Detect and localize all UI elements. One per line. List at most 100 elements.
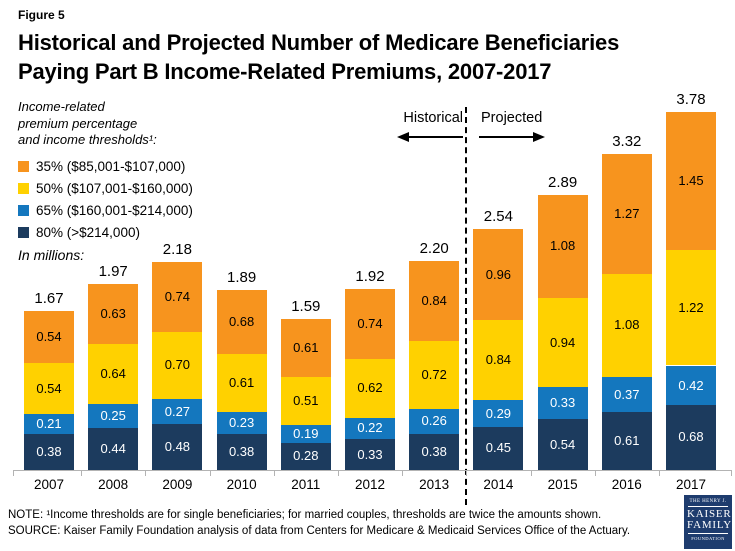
bar-segment-2012-80pct: 0.33 xyxy=(345,438,395,470)
bar-segment-2015-65pct: 0.33 xyxy=(537,387,588,419)
kff-logo-line1: THE HENRY J. xyxy=(688,499,728,507)
bar-segment-2007-65pct: 0.21 xyxy=(24,413,74,434)
page-title-line2: Paying Part B Income-Related Premiums, 2… xyxy=(18,59,552,84)
legend-header-line2: premium percentage xyxy=(18,115,138,131)
legend-item-80pct: 80% (>$214,000) xyxy=(18,222,193,244)
bar-segment-2009-80pct: 0.48 xyxy=(152,424,203,470)
bar-segment-2007-35pct: 0.54 xyxy=(24,311,74,363)
axis-tick xyxy=(594,470,596,476)
legend: Income-related premium percentage and in… xyxy=(18,99,193,263)
legend-swatch-35pct-icon xyxy=(18,161,29,172)
axis-tick xyxy=(658,470,660,476)
historical-projected-divider xyxy=(465,107,467,505)
total-label-2010: 1.89 xyxy=(226,268,257,286)
bar-segment-2017-80pct: 0.68 xyxy=(666,405,716,470)
year-label-2013: 2013 xyxy=(419,477,450,492)
bar-segment-2011-35pct: 0.61 xyxy=(280,318,331,377)
bar-segment-2013-80pct: 0.38 xyxy=(409,433,460,470)
kff-logo: THE HENRY J. KAISER FAMILY FOUNDATION xyxy=(684,495,732,549)
kff-logo-line2: KAISER xyxy=(687,508,732,520)
axis-tick xyxy=(337,470,339,476)
bar-segment-2007-50pct: 0.54 xyxy=(24,362,74,414)
bar-segment-2010-80pct: 0.38 xyxy=(216,433,267,470)
legend-item-label: 80% (>$214,000) xyxy=(36,225,140,240)
legend-item-35pct: 35% ($85,001-$107,000) xyxy=(18,156,193,178)
bar-segment-2014-80pct: 0.45 xyxy=(473,427,524,470)
axis-tick xyxy=(530,470,532,476)
legend-swatch-80pct-icon xyxy=(18,227,29,238)
legend-header: Income-related premium percentage and in… xyxy=(18,99,193,149)
legend-swatch-50pct-icon xyxy=(18,183,29,194)
bar-segment-2015-80pct: 0.54 xyxy=(537,418,588,470)
bar-segment-2008-65pct: 0.25 xyxy=(88,404,139,429)
total-label-2011: 1.59 xyxy=(291,297,321,315)
year-label-2008: 2008 xyxy=(98,477,129,492)
total-label-2013: 2.20 xyxy=(419,240,449,257)
legend-header-line3: and income thresholds¹: xyxy=(18,132,157,147)
year-label-2017: 2017 xyxy=(675,477,707,492)
bar-segment-2015-35pct: 1.08 xyxy=(537,195,588,299)
axis-tick xyxy=(209,470,211,476)
kff-logo-line3: FAMILY xyxy=(687,519,733,531)
units-label: In millions: xyxy=(18,246,85,263)
axis-tick xyxy=(466,470,468,476)
legend-item-50pct: 50% ($107,001-$160,000) xyxy=(18,178,193,200)
total-label-2009: 2.18 xyxy=(162,240,192,258)
bar-segment-2007-80pct: 0.38 xyxy=(24,433,74,470)
total-label-2016: 3.32 xyxy=(612,132,642,150)
total-label-2014: 2.54 xyxy=(483,207,513,225)
bar-segment-2008-80pct: 0.44 xyxy=(88,428,139,470)
legend-item-label: 65% ($160,001-$214,000) xyxy=(36,203,193,218)
projected-right-arrow-icon xyxy=(479,130,545,148)
year-label-2014: 2014 xyxy=(483,477,514,492)
year-label-2015: 2015 xyxy=(547,477,578,492)
year-label-2009: 2009 xyxy=(162,477,193,492)
axis-tick xyxy=(145,470,147,476)
bar-segment-2010-50pct: 0.61 xyxy=(216,354,267,413)
bar-segment-2013-50pct: 0.72 xyxy=(409,340,460,410)
bar-segment-2011-65pct: 0.19 xyxy=(280,425,331,444)
total-label-2017: 3.78 xyxy=(676,90,706,108)
bar-segment-2013-65pct: 0.26 xyxy=(409,409,460,434)
bar-segment-2013-35pct: 0.84 xyxy=(409,261,460,341)
legend-item-label: 50% ($107,001-$160,000) xyxy=(36,181,193,196)
total-label-2015: 2.89 xyxy=(547,174,578,192)
projected-label: Projected xyxy=(481,110,543,126)
bar-segment-2015-50pct: 0.94 xyxy=(537,298,588,388)
legend-header-line1: Income-related xyxy=(18,99,105,114)
footer-notes: NOTE: ¹Income thresholds are for single … xyxy=(8,507,630,539)
bar-segment-2014-35pct: 0.96 xyxy=(473,228,524,320)
note-text: NOTE: ¹Income thresholds are for single … xyxy=(8,509,602,521)
bar-segment-2012-35pct: 0.74 xyxy=(345,288,395,359)
axis-tick xyxy=(81,470,83,476)
page-title-line1: Historical and Projected Number of Medic… xyxy=(18,30,620,55)
legend-items: 35% ($85,001-$107,000) 50% ($107,001-$16… xyxy=(18,156,193,244)
total-label-2007: 1.67 xyxy=(34,290,64,308)
bar-segment-2016-65pct: 0.37 xyxy=(601,376,652,413)
legend-swatch-65pct-icon xyxy=(18,205,29,216)
bar-segment-2011-80pct: 0.28 xyxy=(280,443,331,470)
bar-segment-2008-50pct: 0.64 xyxy=(88,343,139,405)
historical-left-arrow-icon xyxy=(397,130,463,148)
bar-segment-2010-65pct: 0.23 xyxy=(216,412,267,434)
bar-segment-2012-50pct: 0.62 xyxy=(345,358,395,418)
axis-tick xyxy=(273,470,275,476)
page-title: Historical and Projected Number of Medic… xyxy=(18,28,619,86)
axis-tick xyxy=(731,470,732,476)
bar-segment-2014-65pct: 0.29 xyxy=(473,399,524,428)
year-label-2010: 2010 xyxy=(226,477,257,492)
year-label-2016: 2016 xyxy=(611,477,642,492)
axis-tick xyxy=(402,470,404,476)
bar-segment-2016-35pct: 1.27 xyxy=(601,153,652,275)
bar-segment-2017-50pct: 1.22 xyxy=(666,249,716,366)
total-label-2008: 1.97 xyxy=(98,262,128,280)
bar-segment-2009-35pct: 0.74 xyxy=(152,261,203,333)
legend-item-label: 35% ($85,001-$107,000) xyxy=(36,159,186,174)
bar-segment-2010-35pct: 0.68 xyxy=(216,289,267,355)
x-axis-line xyxy=(13,470,731,471)
bar-segment-2011-50pct: 0.51 xyxy=(280,376,331,426)
year-label-2012: 2012 xyxy=(354,477,386,492)
source-text: SOURCE: Kaiser Family Foundation analysi… xyxy=(8,525,631,537)
historical-label: Historical xyxy=(403,110,463,126)
